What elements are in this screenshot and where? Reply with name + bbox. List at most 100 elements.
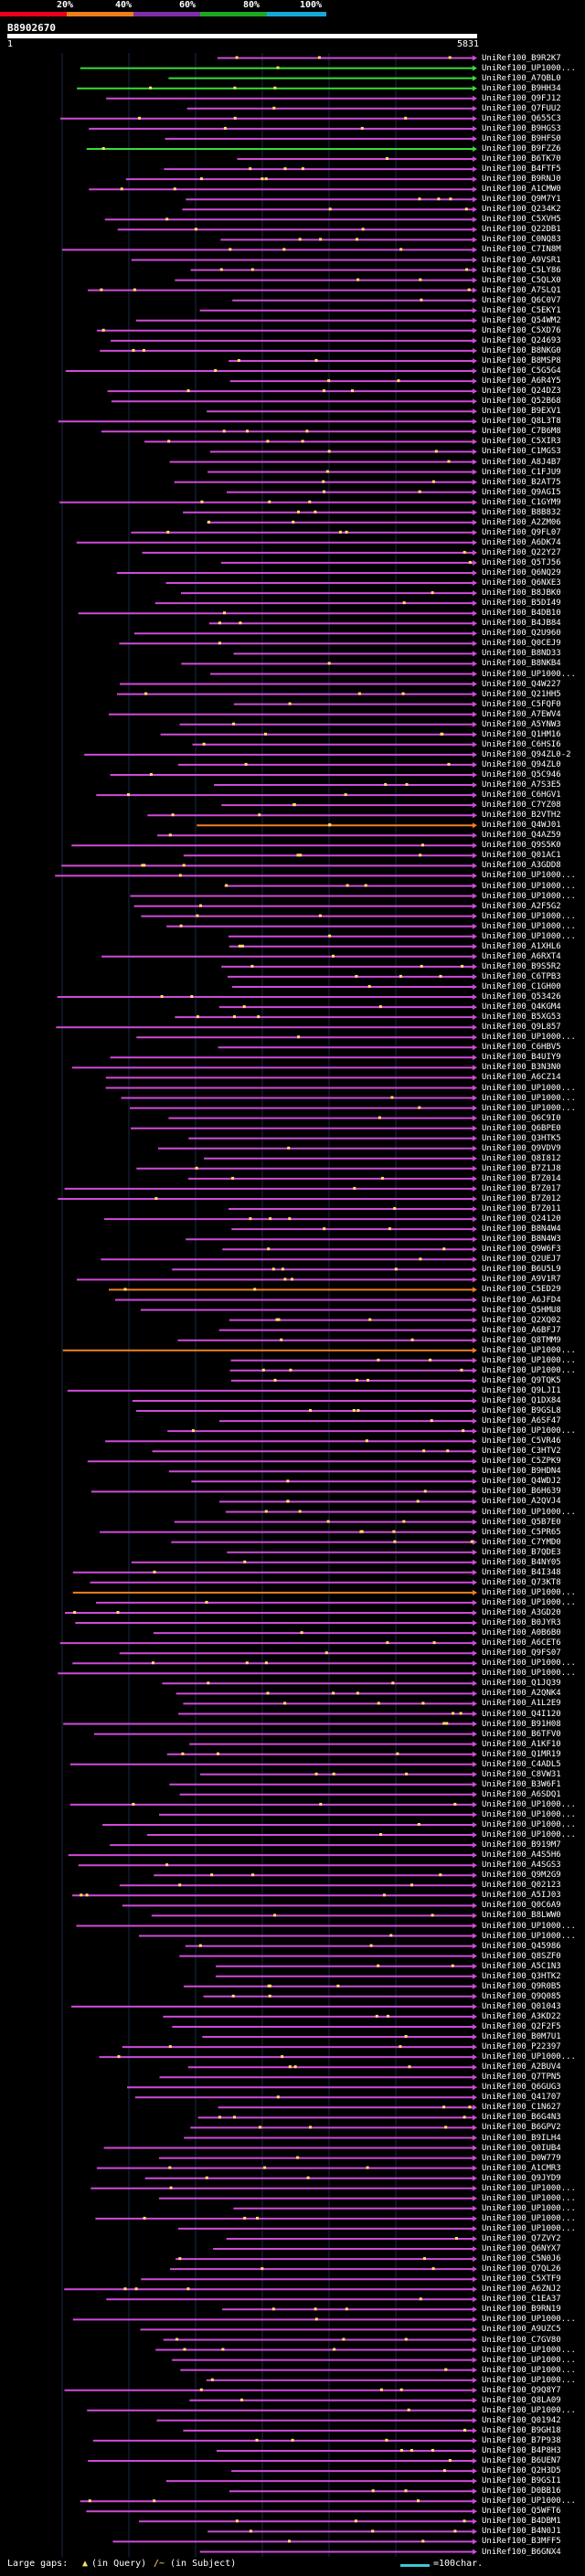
hit-label[interactable]: UniRef100_Q01AC1 [482, 851, 561, 861]
hit-label[interactable]: UniRef100_A6ZNJ2 [482, 2284, 561, 2295]
hit-label[interactable]: UniRef100_B6GNX4 [482, 2547, 561, 2557]
hit-label[interactable]: UniRef100_C5PR65 [482, 1527, 561, 1537]
hit-label[interactable]: UniRef100_C5ZPK9 [482, 1457, 561, 1467]
hit-label[interactable]: UniRef100_B6G4N3 [482, 2113, 561, 2123]
hit-label[interactable]: UniRef100_A7QBL0 [482, 73, 561, 83]
hit-label[interactable]: UniRef100_B4P8H3 [482, 2446, 561, 2455]
hit-label[interactable]: UniRef100_Q5HMU8 [482, 1305, 561, 1315]
hit-label[interactable]: UniRef100_B4DBM1 [482, 2517, 561, 2527]
hit-label[interactable]: UniRef100_A1L2E9 [482, 1699, 561, 1709]
hit-label[interactable]: UniRef100_Q94ZL0 [482, 759, 561, 769]
hit-label[interactable]: UniRef100_A6SDQ1 [482, 1789, 561, 1799]
hit-label[interactable]: UniRef100_Q2H3D5 [482, 2466, 561, 2476]
hit-label[interactable]: UniRef100_UP1000... [482, 1830, 576, 1839]
hit-label[interactable]: UniRef100_D0W779 [482, 2153, 561, 2163]
hit-label[interactable]: UniRef100_C5N0J6 [482, 2254, 561, 2264]
hit-label[interactable]: UniRef100_Q6NYX7 [482, 2244, 561, 2253]
hit-label[interactable]: UniRef100_UP1000... [482, 1365, 576, 1375]
hit-label[interactable]: UniRef100_Q4KGM4 [482, 1002, 561, 1012]
hit-label[interactable]: UniRef100_Q0IUB4 [482, 2143, 561, 2153]
hit-label[interactable]: UniRef100_Q1DX84 [482, 1396, 561, 1405]
hit-label[interactable]: UniRef100_B3MFF5 [482, 2537, 561, 2547]
hit-label[interactable]: UniRef100_C5XVH5 [482, 215, 561, 225]
hit-label[interactable]: UniRef100_C8VW31 [482, 1769, 561, 1779]
hit-label[interactable]: UniRef100_UP1000... [482, 63, 576, 73]
hit-label[interactable]: UniRef100_A7SLQ1 [482, 285, 561, 295]
hit-label[interactable]: UniRef100_B3W6F1 [482, 1779, 561, 1789]
hit-label[interactable]: UniRef100_B6GPV2 [482, 2123, 561, 2133]
hit-label[interactable]: UniRef100_Q4I120 [482, 1709, 561, 1719]
hit-label[interactable]: UniRef100_UP1000... [482, 1799, 576, 1809]
hit-label[interactable]: UniRef100_Q24120 [482, 1214, 561, 1224]
hit-label[interactable]: UniRef100_C5ED29 [482, 1285, 561, 1295]
hit-label[interactable]: UniRef100_P22397 [482, 2042, 561, 2052]
hit-label[interactable]: UniRef100_UP1000... [482, 1033, 576, 1043]
hit-label[interactable]: UniRef100_Q01043 [482, 2001, 561, 2011]
hit-label[interactable]: UniRef100_Q54WM2 [482, 315, 561, 325]
hit-label[interactable]: UniRef100_UP1000... [482, 1426, 576, 1436]
hit-label[interactable]: UniRef100_A2F5G2 [482, 901, 561, 911]
hit-label[interactable]: UniRef100_B919M7 [482, 1840, 561, 1850]
hit-label[interactable]: UniRef100_Q9M2G9 [482, 1871, 561, 1881]
hit-label[interactable]: UniRef100_B6TFV0 [482, 1729, 561, 1739]
hit-label[interactable]: UniRef100_B8LWW0 [482, 1911, 561, 1921]
hit-label[interactable]: UniRef100_Q6BPE0 [482, 1123, 561, 1133]
hit-label[interactable]: UniRef100_B8N4W4 [482, 1224, 561, 1235]
hit-label[interactable]: UniRef100_Q8LA09 [482, 2395, 561, 2405]
hit-label[interactable]: UniRef100_B7QDE3 [482, 1547, 561, 1557]
hit-label[interactable]: UniRef100_UP1000... [482, 1083, 576, 1093]
hit-label[interactable]: UniRef100_UP1000... [482, 669, 576, 679]
hit-label[interactable]: UniRef100_Q6NXE3 [482, 578, 561, 588]
hit-label[interactable]: UniRef100_Q234K2 [482, 205, 561, 215]
hit-label[interactable]: UniRef100_UP1000... [482, 2345, 576, 2355]
hit-label[interactable]: UniRef100_UP1000... [482, 2203, 576, 2213]
hit-label[interactable]: UniRef100_UP1000... [482, 1093, 576, 1103]
hit-label[interactable]: UniRef100_UP1000... [482, 1809, 576, 1819]
hit-label[interactable]: UniRef100_B9HDN4 [482, 1467, 561, 1477]
hit-label[interactable]: UniRef100_Q655C3 [482, 113, 561, 123]
hit-label[interactable]: UniRef100_C1FJU9 [482, 467, 561, 477]
hit-label[interactable]: UniRef100_UP1000... [482, 881, 576, 891]
hit-label[interactable]: UniRef100_Q9JYD9 [482, 2173, 561, 2183]
hit-label[interactable]: UniRef100_A6R4Y5 [482, 376, 561, 387]
hit-label[interactable]: UniRef100_C6HGV1 [482, 790, 561, 800]
hit-label[interactable]: UniRef100_Q9AGI5 [482, 487, 561, 497]
hit-label[interactable]: UniRef100_Q2XQ02 [482, 1315, 561, 1325]
hit-label[interactable]: UniRef100_B9ILH4 [482, 2133, 561, 2143]
hit-label[interactable]: UniRef100_B91H08 [482, 1719, 561, 1729]
hit-label[interactable]: UniRef100_A1XHL6 [482, 941, 561, 951]
hit-label[interactable]: UniRef100_A0B6B0 [482, 1628, 561, 1638]
hit-label[interactable]: UniRef100_Q6NQ29 [482, 568, 561, 578]
hit-label[interactable]: UniRef100_C5VR46 [482, 1436, 561, 1447]
hit-label[interactable]: UniRef100_B8ND33 [482, 649, 561, 659]
hit-label[interactable]: UniRef100_B4UIY9 [482, 1053, 561, 1063]
hit-label[interactable]: UniRef100_B4JB84 [482, 619, 561, 629]
hit-label[interactable]: UniRef100_B7Z011 [482, 1204, 561, 1214]
hit-label[interactable]: UniRef100_A5C1N3 [482, 1961, 561, 1971]
hit-label[interactable]: UniRef100_Q9L857 [482, 1023, 561, 1033]
hit-label[interactable]: UniRef100_A3KD22 [482, 2011, 561, 2021]
hit-label[interactable]: UniRef100_C5FQF0 [482, 699, 561, 709]
hit-label[interactable]: UniRef100_C1EA37 [482, 2295, 561, 2305]
hit-label[interactable]: UniRef100_UP1000... [482, 1103, 576, 1113]
hit-label[interactable]: UniRef100_Q3HTK2 [482, 1971, 561, 1981]
hit-label[interactable]: UniRef100_Q9FL07 [482, 527, 561, 537]
hit-label[interactable]: UniRef100_Q24693 [482, 335, 561, 345]
hit-label[interactable]: UniRef100_Q8I812 [482, 1153, 561, 1163]
hit-label[interactable]: UniRef100_A1CMR3 [482, 2163, 561, 2173]
hit-label[interactable]: UniRef100_UP1000... [482, 921, 576, 931]
hit-label[interactable]: UniRef100_Q4W227 [482, 679, 561, 689]
hit-label[interactable]: UniRef100_B9RNJ0 [482, 175, 561, 185]
hit-label[interactable]: UniRef100_Q24DZ3 [482, 387, 561, 397]
hit-label[interactable]: UniRef100_Q5WFT6 [482, 2507, 561, 2517]
hit-label[interactable]: UniRef100_C1GH00 [482, 982, 561, 991]
hit-label[interactable]: UniRef100_Q02123 [482, 1881, 561, 1891]
hit-label[interactable]: UniRef100_B7Z014 [482, 1173, 561, 1183]
hit-label[interactable]: UniRef100_C5EKY1 [482, 305, 561, 315]
hit-label[interactable]: UniRef100_Q0C6A9 [482, 1901, 561, 1911]
hit-label[interactable]: UniRef100_A3GD20 [482, 1608, 561, 1617]
hit-label[interactable]: UniRef100_Q4WJ01 [482, 821, 561, 831]
hit-label[interactable]: UniRef100_C7IN8M [482, 245, 561, 255]
hit-label[interactable]: UniRef100_Q53426 [482, 992, 561, 1002]
hit-label[interactable]: UniRef100_Q4AZ59 [482, 831, 561, 841]
